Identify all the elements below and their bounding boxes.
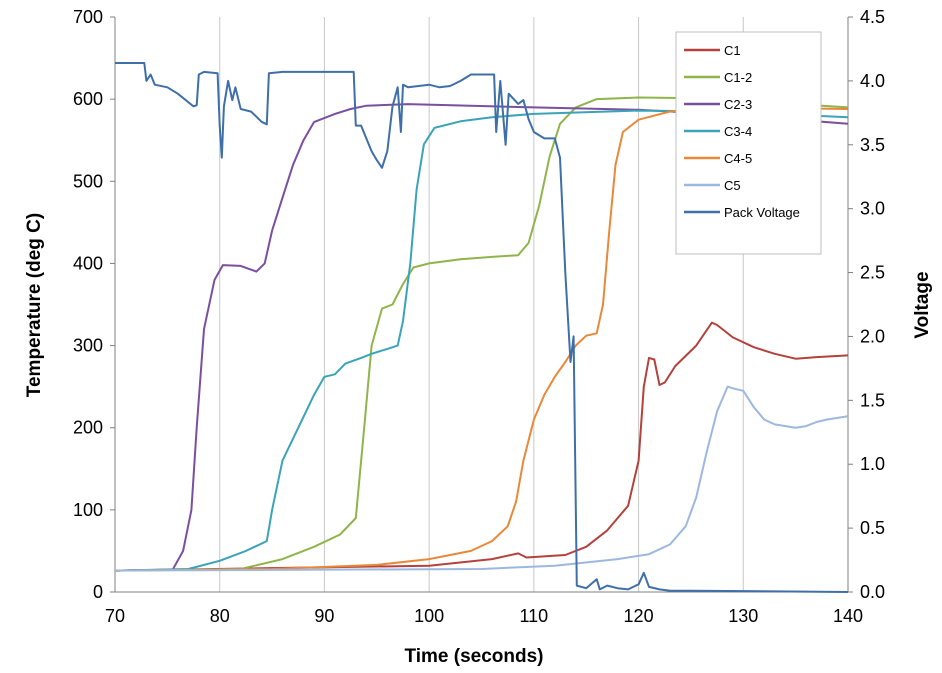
- y-right-tick-label: 4.0: [860, 71, 885, 91]
- y-right-tick-label: 2.0: [860, 326, 885, 346]
- series-layer: [114, 62, 849, 593]
- legend-label-c1-2: C1-2: [724, 70, 752, 85]
- y-right-tick-label: 4.5: [860, 7, 885, 27]
- series-line-pack-voltage: [115, 62, 849, 593]
- x-axis-title: Time (seconds): [404, 646, 543, 667]
- y-right-tick-label: 1.5: [860, 390, 885, 410]
- axes-layer: 70 80 90 100 110 120 130 140 0 100 200 300 400 500 600…: [73, 7, 885, 626]
- series-line-c3-4: [114, 109, 849, 572]
- y-left-tick-label: 200: [73, 418, 103, 438]
- y-right-tick-label: 1.0: [860, 454, 885, 474]
- legend-label-c5: C5: [724, 178, 741, 193]
- y-left-tick-label: 700: [73, 7, 103, 27]
- series-line-c2-3: [114, 103, 849, 572]
- legend-label-c3-4: C3-4: [724, 124, 752, 139]
- series-line-c1: [114, 321, 849, 572]
- y-right-tick-label: 3.5: [860, 135, 885, 155]
- legend-label-c4-5: C4-5: [724, 151, 752, 166]
- legend-label-pack-voltage: Pack Voltage: [724, 205, 800, 220]
- x-tick-label: 140: [833, 606, 863, 626]
- legend: C1 C1-2 C2-3 C3-4 C4-5 C5 Pack Voltage: [675, 31, 822, 255]
- x-tick-label: 130: [728, 606, 758, 626]
- series-line-c5: [114, 385, 849, 572]
- y-left-tick-label: 500: [73, 171, 103, 191]
- y-axis-left-title: Temperature (deg C): [24, 213, 45, 397]
- y-left-tick-label: 300: [73, 336, 103, 356]
- y-left-tick-label: 600: [73, 89, 103, 109]
- legend-label-c2-3: C2-3: [724, 97, 752, 112]
- y-left-tick-label: 400: [73, 253, 103, 273]
- x-tick-label: 110: [520, 606, 549, 626]
- x-tick-label: 90: [314, 606, 334, 626]
- series-line-c4-5: [114, 106, 849, 572]
- y-left-tick-label: 100: [73, 500, 103, 520]
- x-tick-label: 70: [105, 606, 125, 626]
- y-right-tick-label: 0.0: [860, 582, 885, 602]
- y-right-tick-label: 0.5: [860, 518, 885, 538]
- y-right-tick-label: 2.5: [860, 263, 885, 283]
- x-tick-label: 80: [210, 606, 230, 626]
- legend-label-c1: C1: [724, 43, 741, 58]
- x-tick-label: 100: [414, 606, 444, 626]
- y-left-tick-label: 0: [93, 582, 103, 602]
- x-tick-label: 120: [624, 606, 654, 626]
- legend-box: [675, 31, 822, 255]
- y-axis-right-title: Voltage: [912, 271, 933, 338]
- y-right-tick-label: 3.0: [860, 199, 885, 219]
